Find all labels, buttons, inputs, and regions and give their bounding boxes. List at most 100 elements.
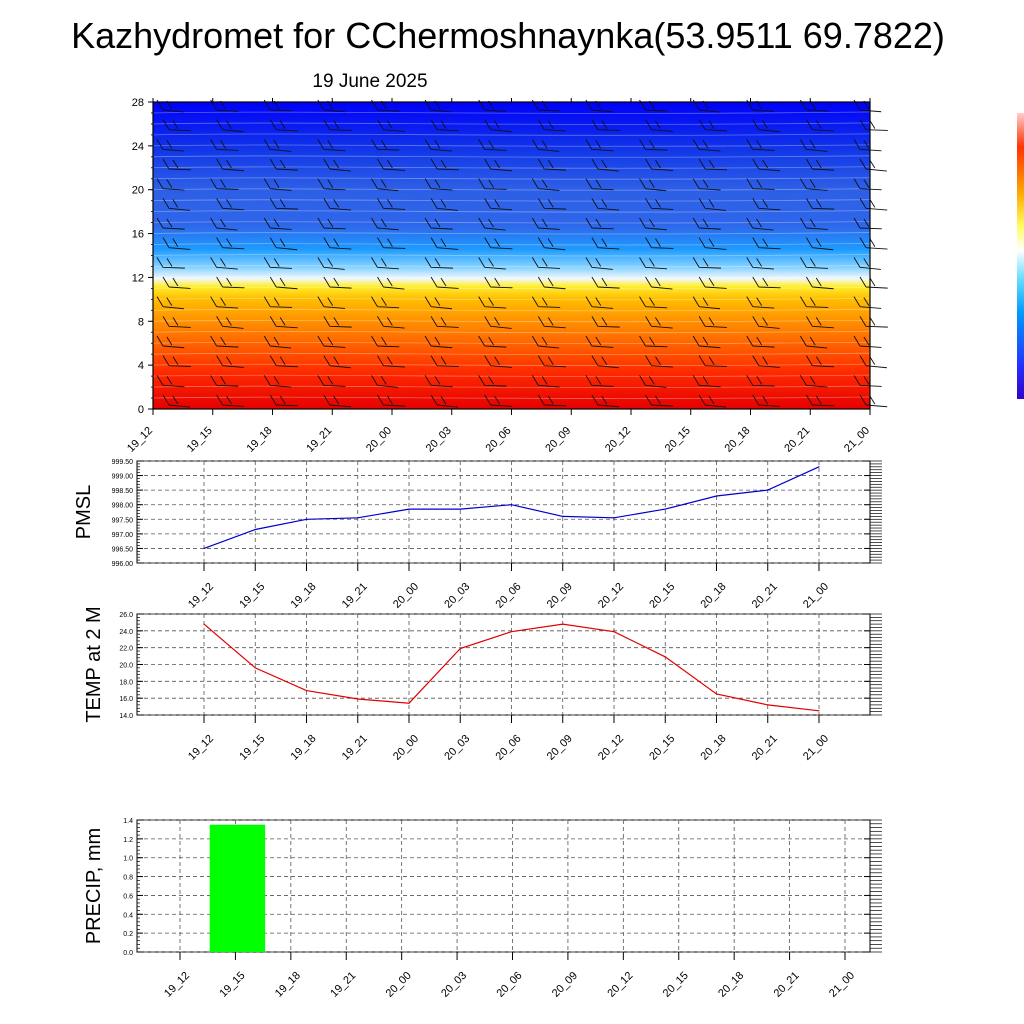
chart-subtitle: 19 June 2025 [312,71,427,92]
isoline [152,199,871,202]
wind-barb [430,355,459,367]
wind-barb [484,355,512,368]
wind-barb [853,139,882,152]
x-tick-label: 20_12 [603,425,633,455]
y-tick-label: 20.0 [119,663,133,670]
wind-barb [162,276,191,289]
wind-barb [746,335,775,348]
wind-barb [317,139,346,152]
wind-barb [698,276,727,289]
wind-barb [216,158,244,172]
y-tick-label: 999.00 [112,474,134,481]
wind-barb [537,119,566,132]
data-point [510,504,513,506]
wind-barb [805,158,835,171]
wind-barb [269,237,298,251]
wind-barb [645,394,674,407]
x-tick-label: 20_09 [545,733,575,763]
wind-barb [585,257,613,270]
wind-barb [805,394,835,407]
y-tick-label: 8 [138,316,144,328]
data-point [715,693,718,695]
wind-barb [323,355,351,369]
wind-barb [162,198,190,211]
wind-barb [639,217,667,231]
x-tick-label: 20_03 [442,733,472,763]
data-point [254,528,256,531]
wind-barb [537,394,567,407]
wind-barb [484,158,512,172]
wind-barb [799,257,829,269]
wind-barb [156,375,185,388]
pmsl-panel: 996.00 996.50 997.00 997.50 998.00 998.50 999.… [73,459,882,611]
x-tick-label: 19_12 [125,425,155,455]
x-tick-label: 19_18 [289,733,319,763]
data-point [305,689,308,692]
y-tick-label: 20 [132,185,144,197]
y-tick-label: 0.8 [123,875,133,882]
wind-barb [645,316,673,329]
wind-barb [853,178,882,191]
x-tick-label: 20_03 [424,425,454,455]
x-tick-label: 20_06 [495,970,525,1000]
wind-barb [210,296,239,309]
isoline [152,308,871,312]
wind-barb [752,394,781,407]
wind-barb [805,119,834,132]
wind-barb [162,316,191,328]
wind-barb [698,316,727,328]
wind-barb [216,276,245,289]
wind-barb [746,257,775,270]
wind-barb [585,296,614,309]
data-point [818,466,820,468]
wind-barb [210,139,239,151]
colorbar-fill [1017,113,1024,399]
wind-barb [269,119,298,132]
x-tick-label: 21_00 [827,970,857,1000]
wind-barb [537,198,567,210]
wind-barb [692,139,721,152]
wind-barb [317,296,346,309]
wind-barb [424,335,453,349]
x-tick-label: 19_12 [186,733,216,763]
wind-barb [216,198,245,211]
wind-barb [537,237,566,251]
wind-barb [799,139,828,152]
wind-barb [645,355,674,368]
y-tick-label: 999.50 [112,459,134,466]
wind-barb [698,237,727,250]
heatmap-field [153,102,870,409]
data-point [357,698,359,700]
wind-barb [692,217,721,230]
y-axis-title: TEMP at 2 M [83,606,105,722]
wind-barb [216,237,245,250]
wind-barb [371,139,400,151]
wind-barb [377,198,406,210]
x-tick-label: 19_12 [162,970,192,1000]
wind-barb [269,394,299,407]
wind-barb [531,296,561,308]
wind-barb [478,139,507,151]
wind-barb [371,296,400,309]
wind-barb [210,217,238,231]
wind-barb [591,394,620,408]
wind-barb [805,198,835,210]
wind-barb [537,316,566,329]
data-point [203,623,205,625]
data-point [305,518,308,520]
wind-barb [156,335,185,349]
wind-barb [746,139,775,151]
x-tick-label: 20_21 [750,581,780,611]
x-tick-label: 20_18 [699,581,729,611]
x-tick-label: 20_06 [484,425,514,455]
x-tick-label: 19_18 [289,581,319,611]
wind-barb [371,178,399,192]
x-tick-label: 19_15 [185,425,215,455]
x-tick-label: 20_21 [772,970,802,1000]
wind-barb [430,237,459,250]
isoline [152,396,871,399]
isoline [152,210,871,213]
wind-barb [531,178,560,191]
wind-barb [263,335,292,349]
wind-barb [371,375,399,388]
